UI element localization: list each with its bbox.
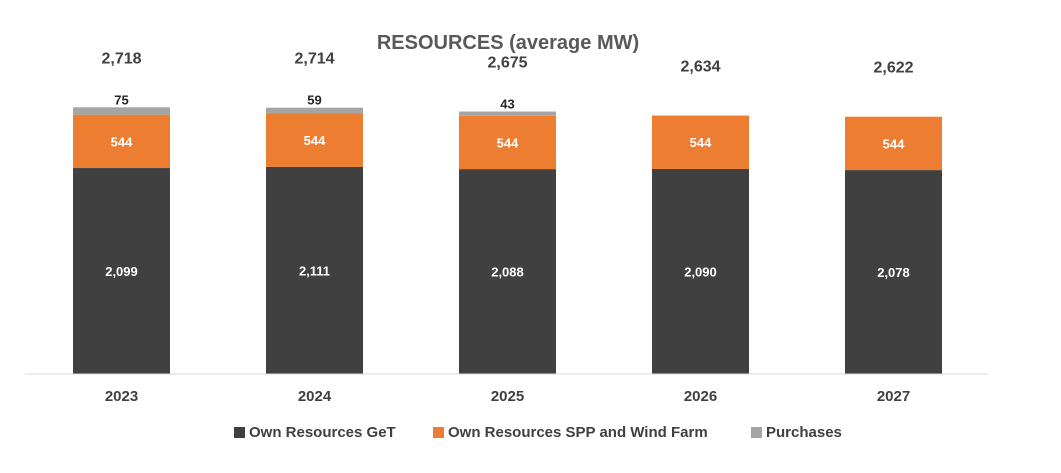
- legend-label: Own Resources GeT: [249, 424, 396, 441]
- data-label: 2,099: [105, 264, 138, 279]
- data-label: 59: [307, 93, 321, 108]
- legend-label: Purchases: [766, 424, 842, 441]
- total-label: 2,718: [101, 50, 141, 67]
- legend: Own Resources GeT Own Resources SPP and W…: [234, 424, 842, 441]
- data-label: 544: [690, 135, 712, 150]
- chart-title: RESOURCES (average MW): [377, 32, 639, 54]
- x-tick-label: 2026: [684, 388, 717, 405]
- data-label: 75: [114, 92, 128, 107]
- bar-segment: [73, 168, 170, 374]
- data-label: 544: [111, 134, 133, 149]
- bar-segment: [73, 107, 170, 115]
- data-label: 544: [883, 136, 905, 151]
- data-label: 2,078: [877, 265, 910, 280]
- bars-layer: 2,099 544 75 2,718 2,111 544 59 2,714 2,088 544 43…: [73, 50, 942, 374]
- legend-swatch: [751, 427, 762, 438]
- legend-label: Own Resources SPP and Wind Farm: [448, 424, 708, 441]
- bar-segment: [459, 111, 556, 116]
- bar-segment: [459, 115, 556, 170]
- bar-segment: [845, 170, 942, 374]
- legend-swatch: [234, 427, 245, 438]
- data-label: 43: [500, 97, 514, 112]
- total-label: 2,634: [680, 59, 720, 76]
- total-label: 2,675: [487, 55, 527, 72]
- bar-segment: [459, 169, 556, 374]
- x-tick-label: 2024: [298, 388, 332, 405]
- x-tick-label: 2025: [491, 388, 524, 405]
- bar-segment: [266, 107, 363, 114]
- data-label: 544: [304, 133, 326, 148]
- bar-segment: [652, 168, 749, 374]
- x-tick-label: 2027: [877, 388, 910, 405]
- bar-segment: [266, 113, 363, 167]
- bar-segment: [266, 166, 363, 374]
- x-tick-labels: 2023 2024 2025 2026 2027: [105, 388, 910, 405]
- data-label: 2,090: [684, 264, 717, 279]
- total-label: 2,714: [294, 51, 334, 68]
- bar-segment: [652, 115, 749, 169]
- legend-swatch: [433, 427, 444, 438]
- data-label: 544: [497, 135, 519, 150]
- data-label: 2,088: [491, 265, 524, 280]
- x-tick-label: 2023: [105, 388, 138, 405]
- data-label: 2,111: [299, 263, 330, 278]
- total-label: 2,622: [873, 60, 913, 77]
- bar-segment: [845, 116, 942, 171]
- bar-segment: [73, 114, 170, 169]
